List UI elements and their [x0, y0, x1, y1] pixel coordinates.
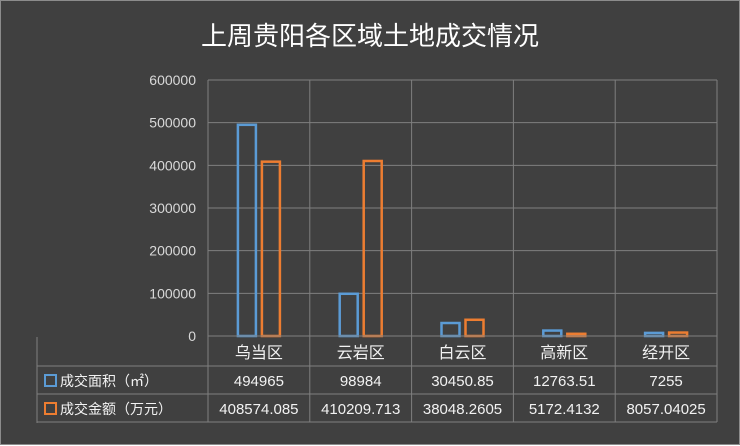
bar-area: [542, 329, 563, 338]
bar-amount: [667, 331, 689, 338]
bar-area: [338, 292, 359, 338]
data-label: 98984: [340, 373, 382, 390]
data-label: 12763.51: [533, 373, 596, 390]
y-tick-label: 500000: [149, 115, 196, 131]
category-label: 经开区: [642, 343, 690, 362]
y-tick-label: 200000: [149, 243, 196, 259]
data-label: 5172.4132: [529, 401, 600, 418]
category-label: 高新区: [540, 343, 588, 362]
legend-entry: 成交金额（万元）: [60, 401, 172, 418]
data-label: 38048.2605: [423, 401, 502, 418]
y-tick-label: 400000: [149, 157, 196, 173]
category-label: 云岩区: [337, 343, 385, 362]
legend-key: [44, 374, 57, 387]
y-tick-label: 300000: [149, 200, 196, 216]
data-label: 30450.85: [431, 373, 494, 390]
data-label: 408574.085: [219, 401, 298, 418]
legend-key: [44, 402, 57, 415]
bar-amount: [362, 159, 383, 338]
data-label: 8057.04025: [626, 401, 705, 418]
y-axis-ticks: 0 100000 200000 300000 400000 500000 600000: [149, 72, 196, 344]
bars: [236, 123, 689, 338]
legend-entry: 成交面积（㎡）: [60, 373, 158, 390]
category-label: 乌当区: [235, 343, 283, 362]
y-tick-label: 600000: [149, 72, 196, 88]
gridlines: [207, 79, 718, 394]
y-tick-label: 0: [188, 328, 196, 344]
bar-area: [440, 321, 461, 338]
bar-amount: [260, 160, 282, 338]
bar-area: [236, 123, 258, 338]
data-label: 410209.713: [321, 401, 400, 418]
data-label: 7255: [649, 373, 682, 390]
chart-title: 上周贵阳各区域土地成交情况: [201, 22, 539, 52]
y-tick-label: 100000: [149, 285, 196, 301]
data-label: 494965: [234, 373, 284, 390]
bar-amount: [464, 318, 485, 338]
category-label: 白云区: [438, 343, 486, 362]
